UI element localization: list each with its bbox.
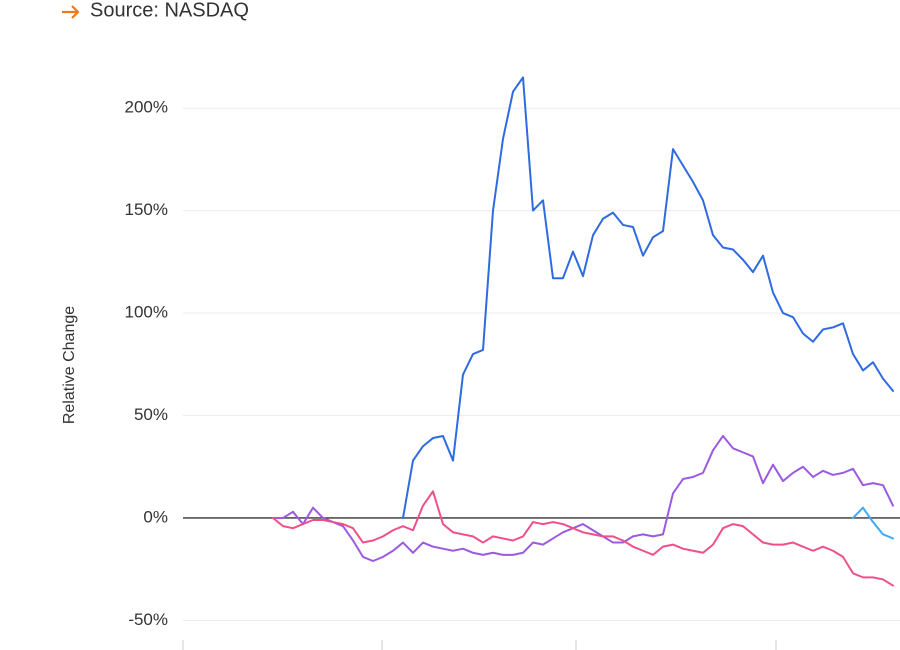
series-line bbox=[272, 490, 894, 587]
x-axis-ticks bbox=[182, 640, 777, 650]
series-line bbox=[272, 434, 894, 562]
y-tick-label: -50% bbox=[128, 610, 168, 629]
source: Source: NASDAQ bbox=[90, 0, 249, 21]
source-arrow bbox=[62, 5, 80, 19]
y-tick-label: 50% bbox=[134, 405, 168, 424]
y-tick-label: 200% bbox=[125, 98, 168, 117]
y-tick-label: 100% bbox=[125, 303, 168, 322]
y-tick-label: 0% bbox=[143, 507, 168, 526]
y-axis-label: Relative Change bbox=[61, 306, 78, 424]
series-line bbox=[402, 76, 894, 519]
y-tick-label: 150% bbox=[125, 200, 168, 219]
series-line bbox=[852, 506, 894, 540]
